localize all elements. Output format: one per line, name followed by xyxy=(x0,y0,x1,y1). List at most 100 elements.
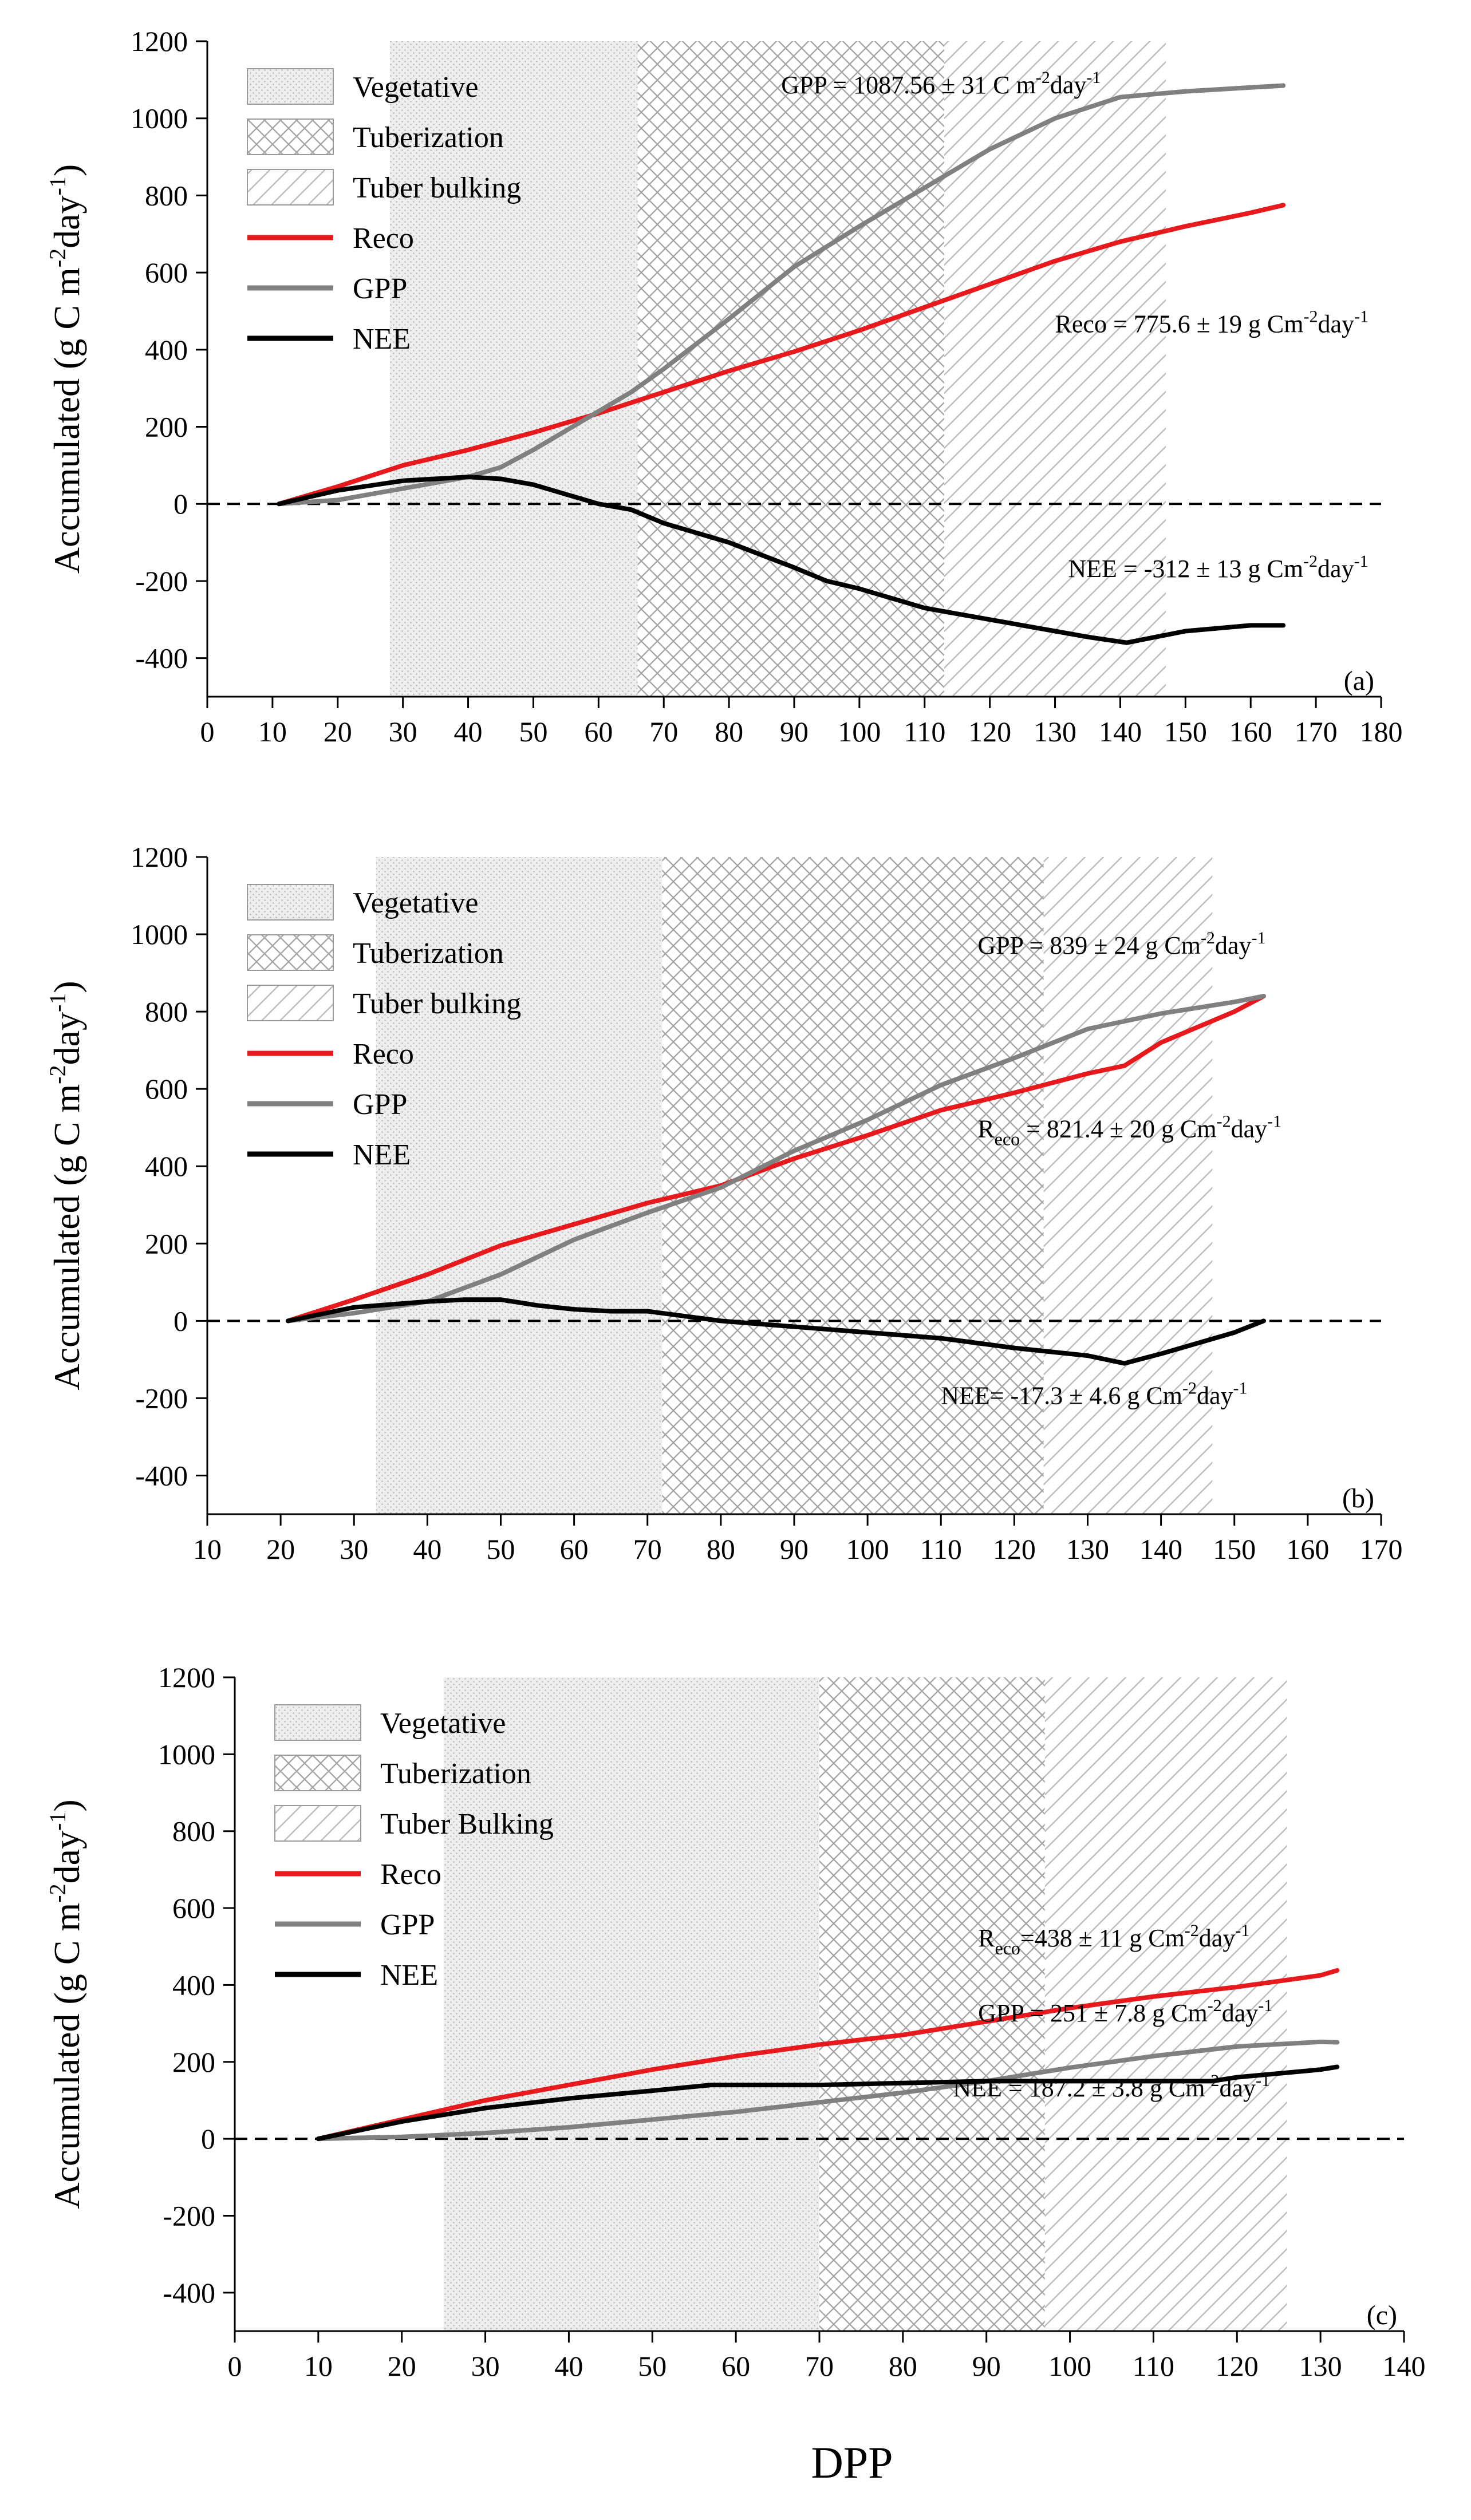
legend-label: Tuberization xyxy=(353,937,504,970)
x-tick-label: 70 xyxy=(805,2350,834,2382)
annotation-gpp: GPP = 1087.56 ± 31 C m-2day-1 xyxy=(781,68,1101,99)
panel-label: (a) xyxy=(1344,666,1374,696)
y-tick-label: 200 xyxy=(145,1227,188,1259)
y-tick-label: 0 xyxy=(201,2123,215,2155)
legend-swatch-cross xyxy=(247,119,334,155)
legend-swatch-dots xyxy=(274,1704,361,1741)
x-tick-label: 30 xyxy=(471,2350,500,2382)
y-tick-label: -200 xyxy=(163,2199,215,2231)
legend-label: Reco xyxy=(380,1858,441,1891)
legend-swatch-cross xyxy=(247,934,334,971)
panel-b: 10 20 30 40 50 60 70 80 90 100 110 120 130 140 150 160 1… xyxy=(45,841,1403,1565)
y-tick-label: 1000 xyxy=(131,102,188,135)
x-tick-label: 100 xyxy=(1048,2350,1091,2382)
legend-label: GPP xyxy=(353,272,407,305)
y-tick-label: 800 xyxy=(145,996,188,1028)
phase-band-dots xyxy=(443,1677,819,2331)
phase-band-dots xyxy=(389,41,638,697)
panel-a: 0 10 20 30 40 50 60 70 80 90 100 110 120 130 140 150 160… xyxy=(45,25,1403,748)
annotation-reco: Reco = 821.4 ± 20 g Cm-2day-1 xyxy=(977,1112,1281,1150)
y-tick-label: 1000 xyxy=(131,918,188,950)
x-tick-label: 110 xyxy=(904,716,945,748)
y-axis-label: Accumulated (g C m-2day-1) xyxy=(45,981,87,1390)
x-tick-label: 20 xyxy=(324,716,352,748)
x-tick-label: 140 xyxy=(1383,2350,1426,2382)
legend-swatch-diag xyxy=(247,985,334,1021)
x-tick-label: 160 xyxy=(1229,716,1272,748)
x-tick-label: 140 xyxy=(1139,1533,1182,1565)
x-tick-label: 10 xyxy=(258,716,287,748)
legend-label: Tuber bulking xyxy=(353,172,521,204)
x-tick-label: 150 xyxy=(1213,1533,1256,1565)
y-tick-label: 1200 xyxy=(131,25,188,57)
series-line-gpp xyxy=(316,2039,1340,2142)
legend-label: Vegetative xyxy=(353,887,478,919)
x-tick-label: 110 xyxy=(1133,2350,1174,2382)
y-tick-label: 600 xyxy=(145,1073,188,1105)
legend-swatch-dots xyxy=(247,884,334,921)
annotation-gpp: GPP = 839 ± 24 g Cm-2day-1 xyxy=(977,929,1265,959)
x-tick-label: 20 xyxy=(388,2350,416,2382)
x-tick-label: 0 xyxy=(228,2350,242,2382)
phase-band-cross xyxy=(819,1677,1045,2331)
x-tick-label: 60 xyxy=(721,2350,750,2382)
y-tick-label: 600 xyxy=(145,256,188,289)
x-tick-label: 130 xyxy=(1066,1533,1109,1565)
legend-label: Tuberization xyxy=(353,121,504,154)
x-tick-label: 50 xyxy=(638,2350,667,2382)
legend-label: NEE xyxy=(353,323,411,356)
x-tick-label: 10 xyxy=(304,2350,333,2382)
y-tick-label: 1200 xyxy=(158,1661,215,1693)
phase-band-diag xyxy=(944,41,1166,697)
y-axis-label: Accumulated (g C m-2day-1) xyxy=(45,1799,87,2209)
x-tick-label: 120 xyxy=(993,1533,1036,1565)
annotation-gpp: GPP = 251 ± 7.8 g Cm-2day-1 xyxy=(978,1996,1272,2027)
x-axis-label: DPP xyxy=(811,2438,893,2487)
annotation-nee: NEE = 187.2 ± 3.8 g Cm-2day-1 xyxy=(953,2071,1270,2102)
annotation-reco: Reco=438 ± 11 g Cm-2day-1 xyxy=(978,1921,1249,1958)
x-tick-label: 20 xyxy=(266,1533,295,1565)
legend-label: Tuberization xyxy=(380,1757,531,1790)
y-tick-label: 1200 xyxy=(131,841,188,873)
y-tick-label: 600 xyxy=(172,1892,215,1924)
x-tick-label: 150 xyxy=(1164,716,1207,748)
x-tick-label: 120 xyxy=(968,716,1011,748)
panel-label: (b) xyxy=(1342,1483,1374,1514)
legend-label: GPP xyxy=(353,1088,407,1121)
legend-label: Tuber bulking xyxy=(353,988,521,1020)
x-tick-label: 80 xyxy=(889,2350,917,2382)
x-tick-label: 80 xyxy=(707,1533,735,1565)
annotation-nee: NEE = -312 ± 13 g Cm-2day-1 xyxy=(1068,552,1368,583)
series-line-reco xyxy=(277,203,1286,507)
x-tick-label: 50 xyxy=(519,716,547,748)
legend-label: GPP xyxy=(380,1909,435,1941)
series-line-nee xyxy=(316,2064,1340,2142)
x-tick-label: 140 xyxy=(1099,716,1142,748)
y-tick-label: 400 xyxy=(145,334,188,366)
series-line-gpp xyxy=(285,994,1266,1324)
x-tick-label: 90 xyxy=(780,1533,809,1565)
y-tick-label: -200 xyxy=(135,565,188,597)
x-tick-label: 70 xyxy=(633,1533,662,1565)
series-line-nee xyxy=(285,1297,1266,1366)
y-tick-label: 1000 xyxy=(158,1738,215,1770)
legend-label: Vegetative xyxy=(380,1707,506,1740)
series-line-nee xyxy=(277,475,1286,645)
x-tick-label: 120 xyxy=(1216,2350,1259,2382)
y-tick-label: -400 xyxy=(135,642,188,674)
y-tick-label: -200 xyxy=(135,1382,188,1414)
x-tick-label: 30 xyxy=(389,716,417,748)
x-tick-label: 90 xyxy=(972,2350,1001,2382)
annotation-reco: Reco = 775.6 ± 19 g Cm-2day-1 xyxy=(1055,307,1369,338)
legend-label: NEE xyxy=(380,1959,438,1992)
x-tick-label: 40 xyxy=(554,2350,583,2382)
y-axis-label: Accumulated (g C m-2day-1) xyxy=(45,164,87,574)
x-tick-label: 0 xyxy=(200,716,215,748)
legend-label: Reco xyxy=(353,1038,414,1071)
legend-swatch-cross xyxy=(274,1755,361,1791)
x-tick-label: 170 xyxy=(1295,716,1338,748)
x-tick-label: 80 xyxy=(715,716,743,748)
x-tick-label: 110 xyxy=(920,1533,962,1565)
y-tick-label: 200 xyxy=(145,411,188,443)
